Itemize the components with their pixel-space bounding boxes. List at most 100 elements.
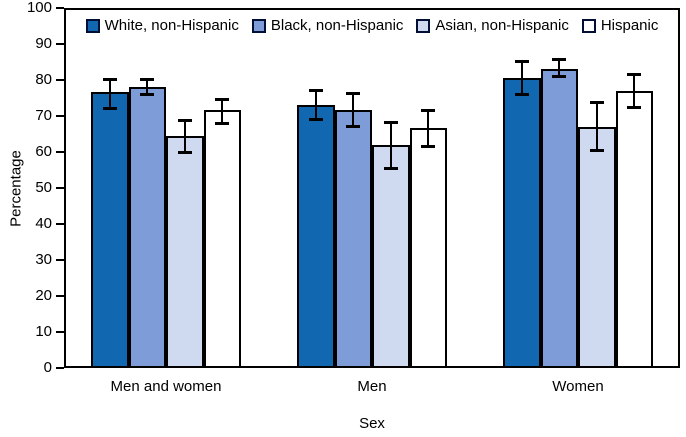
bar-cell [334, 8, 372, 366]
y-tick-label-90: 90 [35, 35, 52, 52]
error-bar-black-non-hispanic-men [346, 92, 361, 129]
legend-item-black-non-hispanic: Black, non-Hispanic [251, 17, 404, 34]
bar-hispanic-men-and-women [203, 110, 241, 366]
legend-item-white-non-hispanic: White, non-Hispanic [85, 17, 239, 34]
legend-label: Asian, non-Hispanic [435, 17, 569, 34]
y-tick-50 [56, 187, 64, 189]
bar-hispanic-women [615, 90, 653, 366]
bar-cell [297, 8, 335, 366]
y-tick-70 [56, 115, 64, 117]
legend-swatch-hispanic [581, 18, 596, 33]
bar-black-non-hispanic-women [540, 69, 578, 366]
legend-swatch-white-non-hispanic [85, 18, 100, 33]
bar-hispanic-men [409, 128, 447, 366]
error-bar-stem [221, 97, 224, 125]
x-label-women: Women [552, 378, 604, 395]
error-bar-hispanic-women [627, 72, 642, 109]
error-bar-cap-bot [589, 148, 604, 152]
y-tick-40 [56, 223, 64, 225]
error-bar-stem [183, 119, 186, 154]
error-bar-cap-bot [308, 118, 323, 122]
bar-cell [91, 8, 129, 366]
bar-cell [578, 8, 616, 366]
error-bar-cap-bot [552, 75, 567, 78]
plot-area: White, non-Hispanic Black, non-Hispanic As… [64, 8, 680, 368]
bar-asian-non-hispanic-men [372, 144, 410, 366]
error-bar-stem [633, 72, 636, 109]
legend: White, non-Hispanic Black, non-Hispanic As… [66, 17, 678, 34]
y-tick-80 [56, 79, 64, 81]
bar-cell [540, 8, 578, 366]
error-bar-asian-non-hispanic-men [383, 121, 398, 170]
bar-white-non-hispanic-men-and-women [91, 92, 129, 366]
y-tick-90 [56, 43, 64, 45]
y-tick-label-70: 70 [35, 107, 52, 124]
y-tick-label-100: 100 [26, 0, 52, 16]
bar-group-men-and-women [91, 8, 241, 366]
legend-label: Black, non-Hispanic [270, 17, 404, 34]
error-bar-stem [146, 78, 149, 96]
error-bar-cap-bot [177, 150, 192, 154]
error-bar-white-non-hispanic-men [308, 88, 323, 122]
bar-cell [503, 8, 541, 366]
y-tick-30 [56, 259, 64, 261]
y-tick-20 [56, 295, 64, 297]
error-bar-stem [352, 92, 355, 129]
bar-cell [128, 8, 166, 366]
error-bar-white-non-hispanic-women [514, 60, 529, 96]
error-bar-cap-bot [421, 145, 436, 149]
error-bar-stem [558, 58, 561, 78]
bar-asian-non-hispanic-women [578, 126, 616, 366]
error-bar-hispanic-men-and-women [215, 97, 230, 125]
error-bar-hispanic-men [421, 108, 436, 149]
x-axis-title: Sex [359, 415, 385, 432]
bar-white-non-hispanic-women [503, 78, 541, 366]
error-bar-white-non-hispanic-men-and-women [102, 78, 117, 111]
bar-black-non-hispanic-men [334, 110, 372, 366]
bar-cell [615, 8, 653, 366]
error-bar-black-non-hispanic-men-and-women [140, 78, 155, 96]
legend-item-asian-non-hispanic: Asian, non-Hispanic [416, 17, 569, 34]
y-tick-label-60: 60 [35, 143, 52, 160]
error-bar-stem [427, 108, 430, 149]
x-label-men-and-women: Men and women [110, 378, 222, 395]
y-tick-100 [56, 7, 64, 9]
y-tick-label-50: 50 [35, 179, 52, 196]
y-tick-label-40: 40 [35, 215, 52, 232]
y-tick-60 [56, 151, 64, 153]
bar-black-non-hispanic-men-and-women [128, 87, 166, 366]
error-bar-cap-bot [514, 93, 529, 96]
x-label-men: Men [357, 378, 387, 395]
error-bar-asian-non-hispanic-men-and-women [177, 119, 192, 154]
error-bar-stem [314, 88, 317, 122]
error-bar-cap-bot [140, 93, 155, 96]
error-bar-asian-non-hispanic-women [589, 101, 604, 152]
bar-cell [409, 8, 447, 366]
y-tick-label-80: 80 [35, 71, 52, 88]
legend-item-hispanic: Hispanic [581, 17, 659, 34]
error-bar-stem [389, 121, 392, 170]
y-tick-label-20: 20 [35, 287, 52, 304]
bar-group-women [503, 8, 653, 366]
y-tick-label-30: 30 [35, 251, 52, 268]
bar-white-non-hispanic-men [297, 105, 335, 366]
error-bar-cap-bot [383, 166, 398, 170]
error-bar-cap-bot [346, 125, 361, 129]
error-bar-cap-bot [215, 121, 230, 125]
y-tick-label-10: 10 [35, 323, 52, 340]
bar-group-men [297, 8, 447, 366]
error-bar-cap-bot [627, 105, 642, 109]
legend-swatch-black-non-hispanic [251, 18, 266, 33]
y-tick-label-0: 0 [43, 359, 52, 376]
error-bar-black-non-hispanic-women [552, 58, 567, 78]
y-tick-0 [56, 367, 64, 369]
legend-label: Hispanic [600, 17, 659, 34]
legend-label: White, non-Hispanic [104, 17, 239, 34]
bar-asian-non-hispanic-men-and-women [166, 135, 204, 366]
y-tick-10 [56, 331, 64, 333]
error-bar-stem [108, 78, 111, 111]
error-bar-stem [595, 101, 598, 152]
bar-cell [372, 8, 410, 366]
error-bar-stem [520, 60, 523, 96]
